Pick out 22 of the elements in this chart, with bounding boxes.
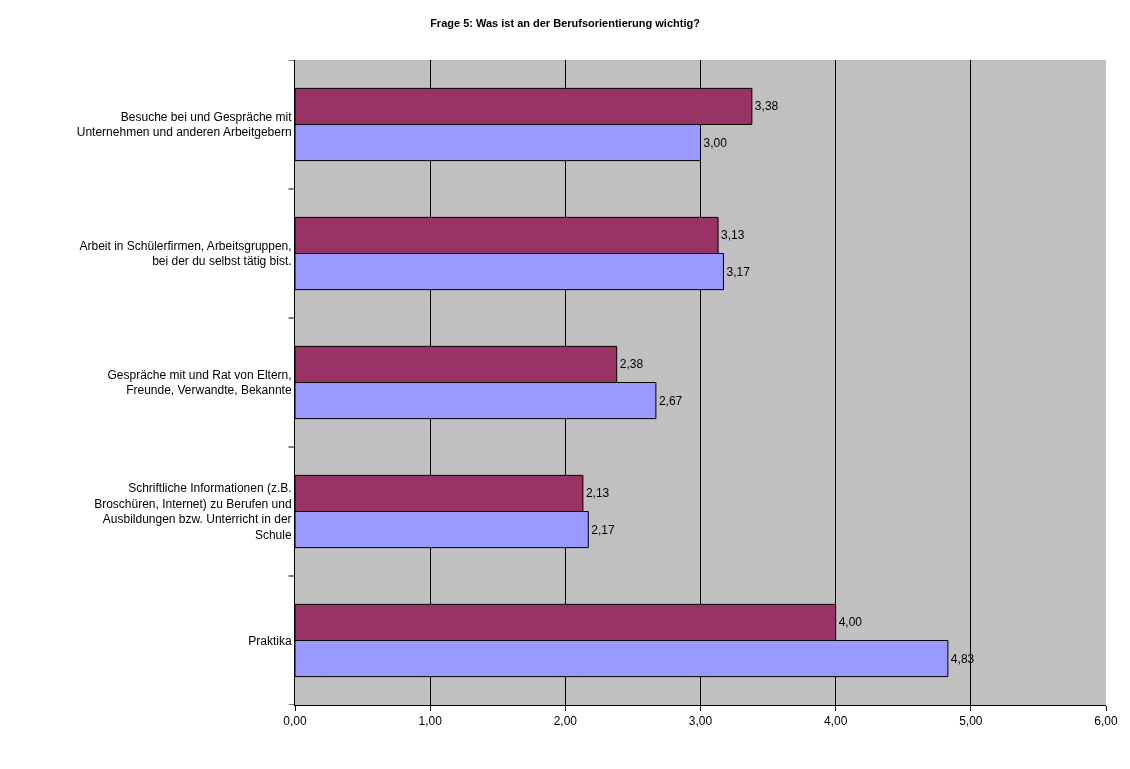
x-tick-label: 4,00 [823,714,848,729]
data-label: 3,17 [726,264,751,279]
data-label: 2,67 [658,393,683,408]
x-tick-label: 0,00 [283,714,307,729]
x-tick-label: 3,00 [688,714,713,729]
data-label: 4,00 [838,615,863,630]
data-label: 3,13 [721,228,745,243]
data-label: 2,17 [591,522,615,537]
x-tick-label: 2,00 [553,714,578,729]
data-label: 3,00 [703,135,728,150]
y-tick-label: Schriftliche Informationen (z.B. Broschüren, Internet) zu Berufen und Ausbildungen bzw. Unterricht in der Schule [94,481,292,543]
data-label: 2,13 [585,486,610,501]
data-label: 3,38 [754,99,779,114]
x-tick-label: 6,00 [1094,714,1118,729]
x-tick-label: 1,00 [418,714,443,729]
data-label: 2,38 [619,357,644,372]
y-tick-label: Praktika [248,633,292,648]
y-tick-label: Besuche bei und Gespräche mit Unternehmen und anderen Arbeitgebern [76,109,293,140]
y-tick-label: Gespräche mit und Rat von Eltern, Freunde, Verwandte, Bekannte [107,367,292,398]
chart-title: Frage 5: Was ist an der Berufsorientierung wichtig? [430,16,701,29]
y-tick-label: Arbeit in Schülerfirmen, Arbeitsgruppen, bei der du selbst tätig bist. [79,238,292,269]
x-tick-label: 5,00 [959,714,983,729]
